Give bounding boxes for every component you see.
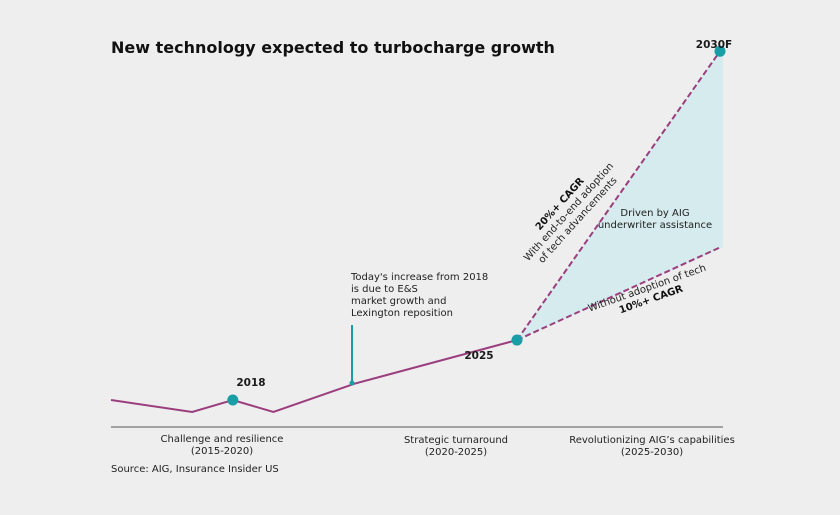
marker-2030f: [714, 45, 726, 57]
marker-2018: [227, 394, 239, 406]
section-3-label: Revolutionizing AIG’s capabilities: [569, 435, 735, 446]
section-2-label: Strategic turnaround: [404, 435, 508, 446]
source-note: Source: AIG, Insurance Insider US: [111, 464, 279, 475]
section-3-range: (2025-2030): [621, 447, 683, 458]
projection-shaded-area: [517, 51, 723, 341]
shade-note-line-1: Driven by AIG: [620, 208, 689, 219]
section-2-range: (2020-2025): [425, 447, 487, 458]
callout-line-4: Lexington reposition: [351, 308, 453, 319]
point-label-2025: 2025: [464, 350, 493, 362]
series-upper-projection-line: [516, 50, 721, 341]
marker-2025: [511, 334, 523, 346]
chart-title: New technology expected to turbocharge g…: [111, 38, 555, 57]
section-1-range: (2015-2020): [191, 446, 253, 457]
shade-note-line-2: underwriter assistance: [598, 220, 712, 231]
callout-line-2: is due to E&S: [351, 284, 418, 295]
callout-line-1: Today's increase from 2018: [350, 272, 488, 283]
section-1-label: Challenge and resilience: [161, 434, 284, 445]
point-label-2018: 2018: [236, 377, 265, 389]
series-lower-projection-line: [516, 246, 721, 341]
point-label-2030f: 2030F: [696, 39, 732, 51]
callout-dot: [349, 380, 355, 386]
callout-line-3: market growth and: [351, 296, 446, 307]
series-historical-line: [110, 339, 518, 414]
